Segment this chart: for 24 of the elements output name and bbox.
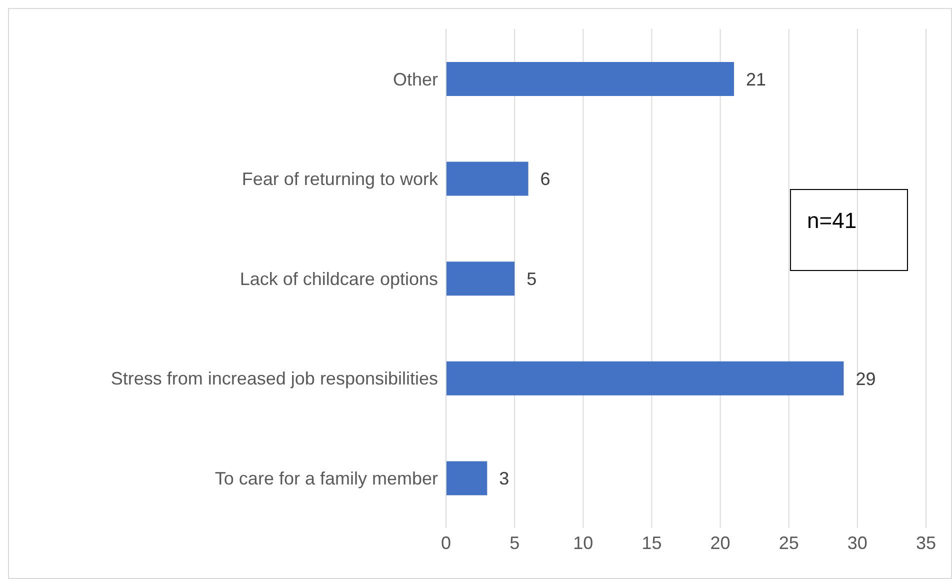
bar	[446, 262, 515, 296]
x-tick-label: 20	[710, 532, 730, 553]
y-tick-label: Stress from increased job responsibilities	[110, 368, 438, 389]
data-label: 6	[540, 169, 550, 190]
x-tick-label: 10	[573, 532, 594, 553]
data-label: 3	[499, 468, 510, 489]
data-label: 5	[526, 268, 537, 289]
bar	[446, 361, 844, 396]
bar	[446, 162, 528, 196]
annotation: n=41	[790, 189, 908, 271]
x-tick-label: 35	[916, 532, 936, 553]
y-tick-label: Fear of returning to work	[242, 169, 439, 190]
bar	[446, 62, 734, 96]
x-tick-label: 0	[440, 532, 452, 553]
x-tick-label: 5	[510, 532, 520, 553]
x-tick-label: 15	[642, 532, 662, 553]
y-tick-label: To care for a family member	[214, 468, 438, 488]
x-tick-label: 30	[847, 532, 868, 553]
y-tick-label: Other	[392, 69, 438, 90]
bar	[446, 461, 488, 496]
x-tick-label: 25	[778, 532, 799, 553]
y-tick-label: Lack of childcare options	[240, 268, 438, 289]
data-label: 21	[746, 69, 766, 90]
data-label: 29	[856, 368, 876, 389]
